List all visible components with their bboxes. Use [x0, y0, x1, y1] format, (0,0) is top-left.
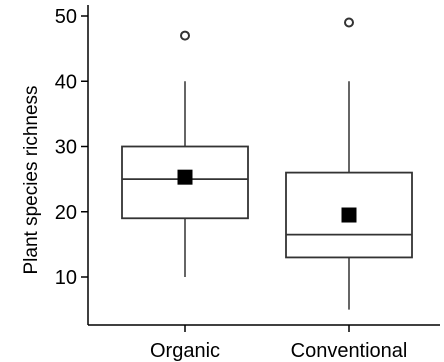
- x-axis: Organic Conventional: [88, 324, 440, 362]
- y-ticks: 10 20 30 40 50: [55, 6, 88, 289]
- box-organic: [121, 30, 249, 277]
- y-tick-label-20: 20: [55, 202, 77, 224]
- boxes: [121, 17, 413, 310]
- iqr-box: [285, 171, 413, 259]
- mean-marker: [177, 169, 193, 185]
- x-tick-label-organic: Organic: [150, 340, 220, 362]
- x-tick-label-conventional: Conventional: [291, 340, 408, 362]
- outlier-point: [180, 30, 190, 41]
- iqr-box: [121, 145, 249, 220]
- y-axis: 10 20 30 40 50: [55, 5, 89, 325]
- y-tick-label-30: 30: [55, 137, 77, 159]
- mean-marker: [341, 207, 357, 223]
- outlier-point: [344, 17, 354, 28]
- y-tick-label-40: 40: [55, 71, 77, 93]
- y-tick-label-50: 50: [55, 6, 77, 28]
- y-axis-title: Plant species richness: [21, 85, 42, 274]
- box-conventional: [285, 17, 413, 310]
- x-ticks: Organic Conventional: [150, 325, 407, 362]
- y-tick-label-10: 10: [55, 267, 77, 289]
